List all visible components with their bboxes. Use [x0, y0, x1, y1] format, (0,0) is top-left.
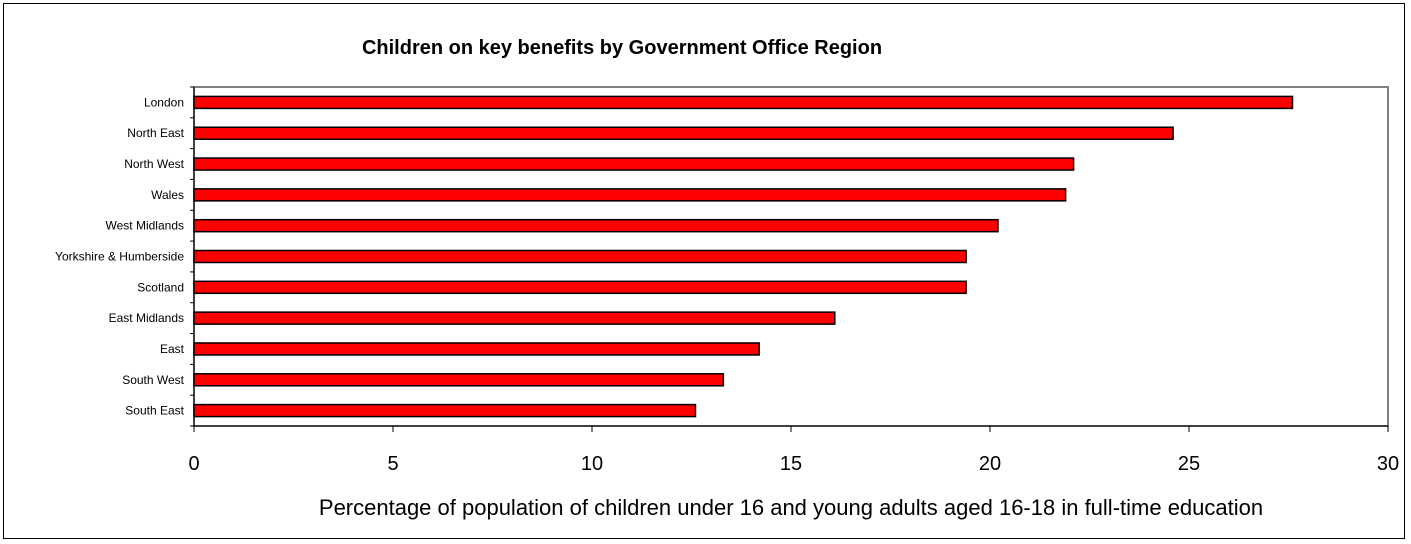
bar — [193, 95, 1294, 110]
category-label: Yorkshire & Humberside — [55, 250, 184, 264]
category-label: Scotland — [137, 280, 184, 294]
bar — [193, 188, 1067, 202]
category-label: Wales — [151, 188, 184, 202]
x-tick-label: 20 — [979, 453, 1001, 475]
bar — [193, 218, 999, 233]
bar — [193, 311, 836, 325]
category-label: West Midlands — [106, 219, 184, 233]
category-label: North East — [127, 126, 184, 140]
bar — [193, 126, 1174, 140]
chart-frame: Children on key benefits by Government O… — [3, 3, 1405, 539]
bar-chart: Children on key benefits by Government O… — [55, 37, 1399, 520]
category-label: North West — [124, 157, 184, 171]
bar — [193, 249, 967, 264]
x-tick-label: 0 — [188, 453, 199, 475]
x-tick-label: 5 — [387, 453, 398, 475]
bar — [193, 403, 697, 418]
bar — [193, 373, 725, 387]
category-label: South East — [125, 404, 184, 418]
bar — [193, 157, 1075, 171]
category-label: London — [144, 95, 184, 109]
x-tick-label: 30 — [1377, 453, 1399, 475]
x-tick-label: 25 — [1178, 453, 1200, 475]
x-tick-label: 15 — [780, 453, 802, 475]
category-label: East — [160, 342, 185, 356]
chart-title: Children on key benefits by Government O… — [362, 37, 882, 59]
category-label: East Midlands — [109, 311, 184, 325]
bar — [193, 342, 760, 356]
x-axis-label: Percentage of population of children und… — [319, 495, 1263, 520]
x-tick-label: 10 — [581, 453, 603, 475]
category-label: South West — [122, 373, 184, 387]
bar — [193, 280, 967, 295]
